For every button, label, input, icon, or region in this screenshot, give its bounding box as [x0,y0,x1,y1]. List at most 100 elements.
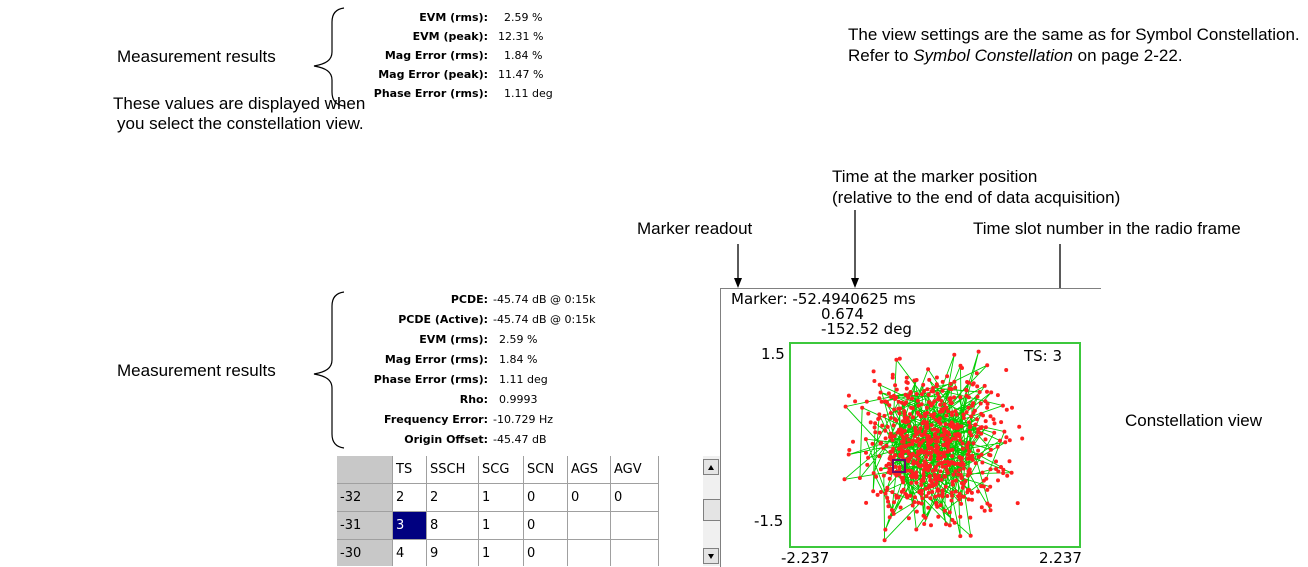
symbol-point [937,395,941,399]
symbol-point [883,527,888,532]
column-header[interactable]: AGV [611,456,659,484]
constellation-window[interactable]: Marker: -52.4940625 ms 0.674 -152.52 deg… [720,288,1101,567]
symbol-point [969,433,974,438]
symbol-point [953,385,958,390]
symbol-point [882,413,887,418]
table-cell[interactable]: 2 [393,484,427,512]
symbol-point [1005,473,1010,478]
scroll-up-button[interactable] [703,459,719,475]
table-cell[interactable]: 0 [524,484,568,512]
symbol-point [989,447,993,452]
symbol-point [985,405,990,410]
symbol-point [978,401,983,406]
symbol-point [851,439,855,444]
symbol-point [983,399,988,404]
symbol-point [892,434,897,439]
symbol-point [888,471,893,476]
view-settings-line-2: Refer to Symbol Constellation on page 2-… [848,45,1303,66]
symbol-point [974,434,979,439]
symbol-point [916,412,921,417]
symbol-point [939,433,944,438]
table-cell[interactable]: 0 [524,512,568,540]
table-cell[interactable]: 4 [393,540,427,566]
table-cell[interactable]: 9 [427,540,479,566]
symbol-point [921,475,926,480]
table-cell[interactable] [611,512,659,540]
symbol-point [968,455,972,460]
symbol-point [967,430,972,435]
meas-value: 2.59 % [499,333,538,346]
symbol-point [916,403,921,408]
meas-label: EVM (rms): [419,11,488,24]
table-cell[interactable]: 1 [479,512,524,540]
table-cell[interactable]: 0 [524,540,568,566]
table-cell[interactable]: 8 [427,512,479,540]
view-settings-note: The view settings are the same as for Sy… [848,24,1303,66]
symbol-point [981,484,986,489]
table-cell[interactable] [611,540,659,566]
plot-frame [789,342,1081,548]
meas-label: EVM (rms): [419,333,488,346]
symbol-point [933,448,938,453]
symbol-point [926,485,931,490]
symbol-point [959,475,964,480]
symbol-point [994,459,998,464]
row-header[interactable]: -31 [337,512,393,540]
table-cell[interactable]: 0 [611,484,659,512]
symbol-point [916,500,921,505]
symbol-point [897,411,902,416]
table-cell[interactable]: 2 [427,484,479,512]
symbol-point [897,356,902,361]
symbol-point [991,417,996,422]
table-cell-selected[interactable]: 3 [393,512,427,540]
column-header[interactable]: SCN [524,456,568,484]
symbol-point [942,402,947,407]
symbol-point [931,415,936,420]
symbol-point [958,514,963,519]
symbol-point [958,438,963,443]
symbol-point [940,388,945,393]
table-cell[interactable]: 0 [568,484,611,512]
row-header[interactable]: -32 [337,484,393,512]
table-cell[interactable]: 1 [479,484,524,512]
symbol-point [917,441,922,446]
constellation-plot[interactable] [789,342,1081,548]
symbol-point [933,465,938,469]
column-header[interactable]: AGS [568,456,611,484]
symbol-point [923,429,928,434]
symbol-table[interactable]: TS SSCH SCG SCN AGS AGV -32 2 2 1 0 0 0 … [337,456,659,566]
meas-value: 12.31 % [498,30,544,43]
column-header[interactable]: SCG [479,456,524,484]
view-settings-prefix: Refer to [848,46,914,65]
symbol-point [966,471,971,476]
symbol-point [979,452,984,457]
table-cell[interactable] [568,512,611,540]
symbol-point [891,511,896,516]
table-cell[interactable]: 1 [479,540,524,566]
symbol-point [926,441,931,446]
time-at-marker-line-2: (relative to the end of data acquisition… [832,188,1121,207]
symbol-point [942,508,947,513]
scroll-down-button[interactable] [703,548,719,564]
symbol-point [1004,435,1009,440]
meas-label: EVM (peak): [412,30,488,43]
symbol-point [857,476,862,480]
symbol-point [973,423,978,427]
symbol-point [950,518,955,522]
table-cell[interactable] [568,540,611,566]
symbol-point [953,409,958,414]
symbol-point [940,409,945,414]
symbol-point [969,414,974,419]
symbol-point [924,494,929,499]
column-header[interactable]: SSCH [427,456,479,484]
table-scrollbar[interactable] [703,456,721,566]
row-header[interactable]: -30 [337,540,393,566]
marker-readout-line-3: -152.52 deg [821,320,912,338]
symbol-point [985,401,990,406]
scroll-thumb[interactable] [703,499,721,521]
symbol-point [950,482,955,487]
column-header[interactable]: TS [393,456,427,484]
triangle-down-icon [708,554,714,559]
top-meas-row: Phase Error (rms): 1.11 deg [340,84,600,103]
symbol-point [953,489,958,494]
